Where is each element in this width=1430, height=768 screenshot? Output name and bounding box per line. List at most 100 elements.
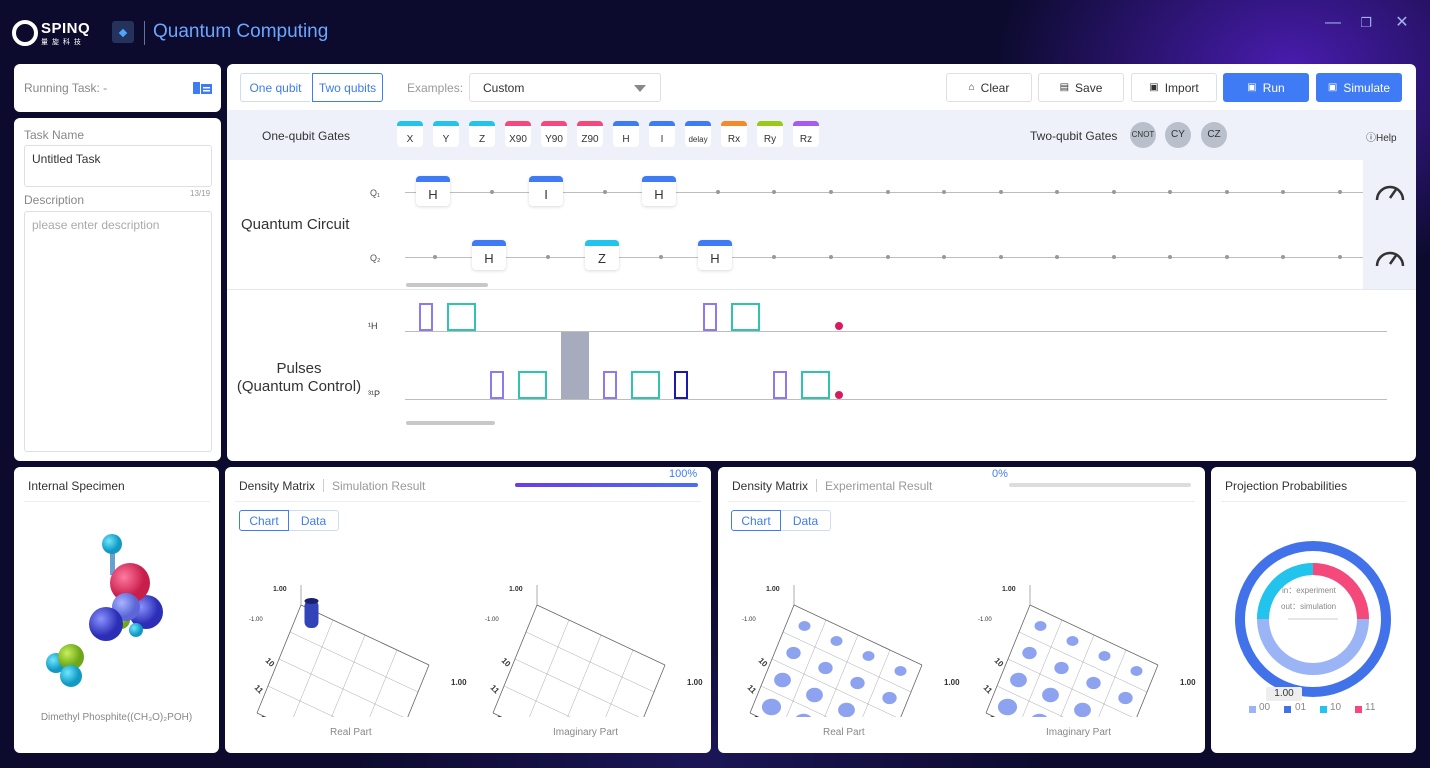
q2-slot[interactable] [886,255,890,259]
q1-slot[interactable] [1281,190,1285,194]
q1-slot[interactable] [942,190,946,194]
gate-ry[interactable]: Ry [757,121,783,147]
q2-slot[interactable] [659,255,663,259]
q2-slot[interactable] [433,255,437,259]
inner-ring-11 [1312,563,1369,620]
divider [235,501,701,502]
pulse-y-plus[interactable] [490,371,504,399]
q1-slot[interactable] [999,190,1003,194]
q2-slot[interactable] [1281,255,1285,259]
outer-ring-simulation [1235,541,1391,697]
circuit-scrollbar[interactable] [406,283,488,287]
gate-z90[interactable]: Z90 [577,121,603,147]
gate-cnot[interactable]: CNOT [1130,122,1156,148]
simulate-button[interactable]: ▣ Simulate [1316,73,1402,102]
pulse-y-plus[interactable] [703,303,717,331]
matrix-cell-dot [838,702,855,717]
legend-00[interactable]: 00 [1259,702,1271,713]
q1-slot[interactable] [1338,190,1342,194]
sim-data-tab[interactable]: Data [289,510,339,531]
clear-button[interactable]: ⌂ Clear [946,73,1032,102]
exp-chart-tab[interactable]: Chart [731,510,781,531]
maximize-icon[interactable]: ❐ [1360,15,1372,30]
gate-delay[interactable]: delay [685,121,711,147]
pulse-x-plus[interactable] [731,303,760,331]
save-button[interactable]: ▤ Save [1038,73,1124,102]
circuit-gate-h[interactable]: H [642,176,676,206]
q2-slot[interactable] [1168,255,1172,259]
tab-one-qubit[interactable]: One qubit [240,73,310,102]
q2-slot[interactable] [1112,255,1116,259]
pulses-label-line1: Pulses [276,360,322,377]
help-link[interactable]: ⓘHelp [1366,129,1397,144]
circuit-gate-h[interactable]: H [698,240,732,270]
task-list-icon[interactable] [193,81,213,96]
brand-name: SPINQ [41,20,91,37]
grid-line [331,634,366,717]
q1-slot[interactable] [1112,190,1116,194]
gate-rx[interactable]: Rx [721,121,747,147]
circuit-gate-i[interactable]: I [529,176,563,206]
exp-data-tab[interactable]: Data [781,510,831,531]
q1-slot[interactable] [490,190,494,194]
tab-two-qubits[interactable]: Two qubits [312,73,383,102]
run-button[interactable]: ▣ Run [1223,73,1309,102]
examples-select[interactable]: Custom [469,73,661,102]
q2-slot[interactable] [546,255,550,259]
sim-chart-tab[interactable]: Chart [239,510,289,531]
q2-slot[interactable] [1055,255,1059,259]
gate-h[interactable]: H [613,121,639,147]
gate-i[interactable]: I [649,121,675,147]
circuit-gate-h[interactable]: H [472,240,506,270]
q1-slot[interactable] [829,190,833,194]
q2-wire [405,257,1363,258]
q1-slot[interactable] [1168,190,1172,194]
pulse-scrollbar[interactable] [406,421,495,425]
gate-y[interactable]: Y [433,121,459,147]
close-icon[interactable]: ✕ [1395,14,1409,31]
gate-x[interactable]: X [397,121,423,147]
specimen-title: Internal Specimen [28,479,125,493]
task-name-input[interactable]: Untitled Task [24,145,212,187]
q2-slot[interactable] [1338,255,1342,259]
q2-slot[interactable] [999,255,1003,259]
q2-slot[interactable] [942,255,946,259]
measure-gauge-icon[interactable] [1373,245,1407,269]
pulse-x-plus[interactable] [631,371,660,399]
pulse-y-plus[interactable] [603,371,617,399]
gate-z[interactable]: Z [469,121,495,147]
pulse-x-plus[interactable] [447,303,476,331]
measure-gauge-icon[interactable] [1373,179,1407,203]
gate-cz[interactable]: CZ [1201,122,1227,148]
legend-01[interactable]: 01 [1295,702,1307,713]
gate-x90[interactable]: X90 [505,121,531,147]
pulse-y-minus[interactable] [674,371,688,399]
pulse-y-plus[interactable] [773,371,787,399]
q1-slot[interactable] [1055,190,1059,194]
gate-rz[interactable]: Rz [793,121,819,147]
pulse-x-plus[interactable] [801,371,830,399]
sim-density-panel: Density Matrix Simulation Result 100% Ch… [225,467,711,753]
circuit-gate-h[interactable]: H [416,176,450,206]
pulse-x-plus[interactable] [518,371,547,399]
pulse-delay-block[interactable] [561,332,589,399]
q2-slot[interactable] [772,255,776,259]
q1-slot[interactable] [772,190,776,194]
pulse-y-plus[interactable] [419,303,433,331]
legend-10[interactable]: 10 [1330,702,1342,713]
q1-slot[interactable] [603,190,607,194]
grid-line [643,664,666,717]
q1-slot[interactable] [1225,190,1229,194]
gate-cy[interactable]: CY [1165,122,1191,148]
circuit-gate-z[interactable]: Z [585,240,619,270]
q2-slot[interactable] [1225,255,1229,259]
q1-slot[interactable] [886,190,890,194]
q1-slot[interactable] [716,190,720,194]
q2-slot[interactable] [829,255,833,259]
minimize-icon[interactable]: — [1325,14,1341,31]
description-textarea[interactable]: please enter description [24,211,212,452]
home-icon[interactable] [112,21,134,43]
gate-y90[interactable]: Y90 [541,121,567,147]
import-button[interactable]: ▣ Import [1131,73,1217,102]
legend-11[interactable]: 11 [1365,702,1376,713]
